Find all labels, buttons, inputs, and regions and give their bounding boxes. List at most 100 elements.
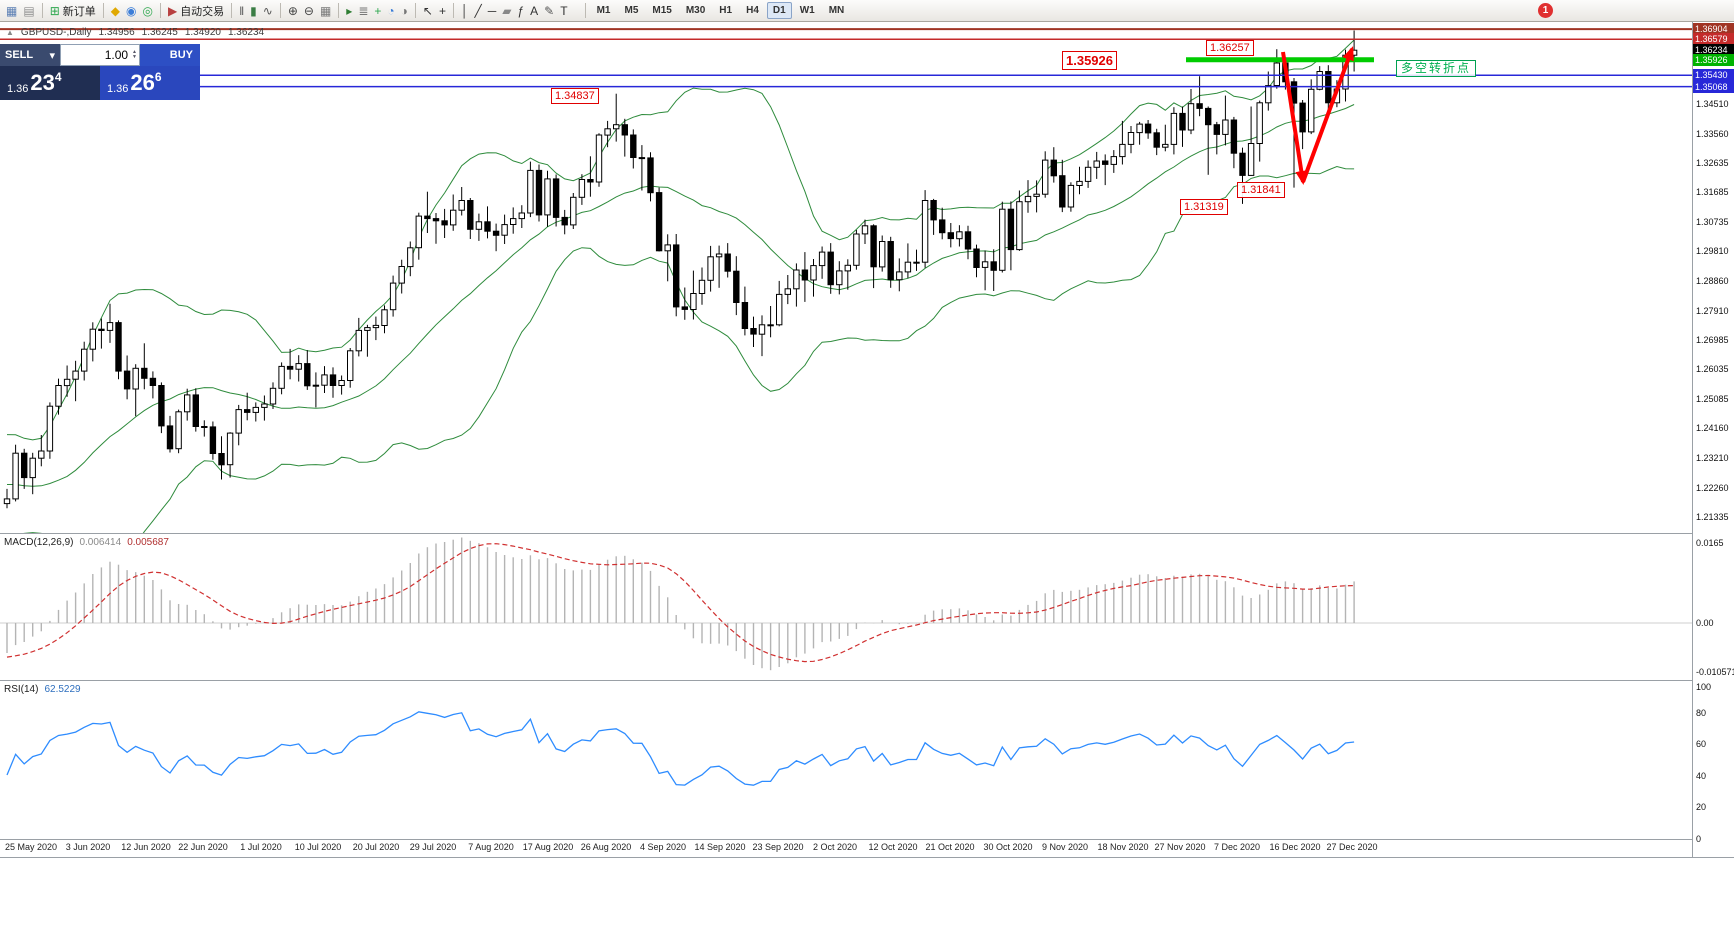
chart-shift-icon[interactable]: ≣ xyxy=(355,2,371,20)
periods-icon: ◔ xyxy=(387,3,395,18)
new-chart-icon[interactable]: ▦ xyxy=(3,2,20,20)
date-tick: 12 Oct 2020 xyxy=(868,842,918,852)
chevron-down-icon[interactable]: ▾ xyxy=(49,49,55,62)
ohlc-open: 1.34956 xyxy=(98,27,135,38)
zoom-in-icon[interactable]: ⊕ xyxy=(285,2,301,20)
price-chart-pane[interactable] xyxy=(0,22,1692,533)
date-tick: 29 Jul 2020 xyxy=(409,842,457,852)
lot-spinner[interactable]: ▲ ▼ xyxy=(130,50,139,60)
text-icon: A xyxy=(530,3,539,18)
date-tick: 21 Oct 2020 xyxy=(925,842,975,852)
date-tick: 3 Jun 2020 xyxy=(65,842,111,852)
buy-header[interactable]: BUY xyxy=(140,44,200,66)
notification-badge[interactable]: 1 xyxy=(1538,3,1553,18)
pane-splitter[interactable] xyxy=(0,533,1734,534)
price-tick: 1.24160 xyxy=(1696,423,1729,433)
periods-icon[interactable]: ◔ xyxy=(384,2,397,20)
profiles-icon[interactable]: ▤ xyxy=(20,2,37,20)
metaeditor-icon: ◆ xyxy=(110,3,120,18)
auto-scroll-icon[interactable]: ▸ xyxy=(343,2,355,20)
macd-scale-max: 0.0165 xyxy=(1696,538,1724,548)
market-icon[interactable]: ◎ xyxy=(139,2,155,20)
price-tick: 1.27910 xyxy=(1696,306,1729,316)
timeframe-h4[interactable]: H4 xyxy=(746,5,759,16)
cursor-icon[interactable]: ↖ xyxy=(420,2,436,20)
metaeditor-icon[interactable]: ◆ xyxy=(108,2,123,20)
bar-chart-icon[interactable]: ‖ xyxy=(236,2,247,20)
ask-price-pip: 6 xyxy=(154,70,162,84)
line-chart-icon[interactable]: ∿ xyxy=(260,2,276,20)
date-tick: 22 Jun 2020 xyxy=(178,842,228,852)
timeframe-d1[interactable]: D1 xyxy=(766,2,792,19)
timeframe-h1[interactable]: H1 xyxy=(719,5,733,16)
sell-dropdown[interactable]: SELL ▾ xyxy=(0,44,60,66)
macd-scale-zero: 0.00 xyxy=(1696,618,1714,628)
macd-indicator-pane[interactable]: MACD(12,26,9) 0.006414 0.005687 xyxy=(0,534,1692,680)
lot-value[interactable]: 1.00 xyxy=(104,48,129,62)
rsi-title: RSI(14) xyxy=(4,684,39,695)
crosshair-icon[interactable]: + xyxy=(436,2,449,20)
trendline-icon[interactable]: ╱ xyxy=(471,2,484,20)
community-icon[interactable]: ◉ xyxy=(123,2,139,20)
autotrade-button[interactable]: ▶ 自动交易 xyxy=(165,2,227,20)
trend-arrow xyxy=(1281,51,1308,185)
timeframe-w1[interactable]: W1 xyxy=(799,5,815,16)
vertical-line-icon[interactable]: │ xyxy=(458,2,472,20)
buy-button[interactable]: 1.36 26 6 xyxy=(100,66,200,100)
timeframe-m30[interactable]: M30 xyxy=(685,5,706,16)
zoom-in-icon: ⊕ xyxy=(287,3,298,18)
label-icon[interactable]: ✎ xyxy=(541,2,557,20)
crosshair-icon: + xyxy=(438,3,446,18)
text-icon[interactable]: A xyxy=(527,2,541,20)
time-axis[interactable]: 25 May 2020 3 Jun 2020 12 Jun 2020 22 Jun 2… xyxy=(0,841,1692,856)
horizontal-line-icon[interactable]: ─ xyxy=(485,2,500,20)
new-order-button[interactable]: ⊞ 新订单 xyxy=(47,2,99,20)
toolbar-separator xyxy=(159,3,161,18)
tile-windows-icon[interactable]: ▦ xyxy=(317,2,334,20)
templates-icon: ◑ xyxy=(400,3,408,18)
ohlc-high: 1.36245 xyxy=(141,27,178,38)
timeframe-mn[interactable]: MN xyxy=(828,5,845,16)
price-scale[interactable]: 1.34510 1.33560 1.32635 1.31685 1.30735 1.298… xyxy=(1692,22,1734,857)
macd-scale-min: -0.010571 xyxy=(1696,667,1734,677)
rsi-indicator-pane[interactable]: RSI(14) 62.5229 xyxy=(0,681,1692,839)
candlestick-series xyxy=(3,30,1358,509)
trendline-icon: ╱ xyxy=(474,3,482,18)
spinner-up-icon[interactable]: ▲ xyxy=(132,49,137,55)
lot-size-input[interactable]: 1.00 ▲ ▼ xyxy=(60,44,140,66)
arrows-tool-icon[interactable]: T xyxy=(557,2,570,20)
sell-button[interactable]: 1.36 23 4 xyxy=(0,66,100,100)
sell-label: SELL xyxy=(5,49,34,61)
date-tick: 1 Jul 2020 xyxy=(240,842,282,852)
price-tick: 1.25085 xyxy=(1696,394,1729,404)
fibonacci-icon[interactable]: ƒ xyxy=(514,2,527,20)
vertical-line-icon: │ xyxy=(460,3,469,18)
fibonacci-icon: ƒ xyxy=(517,3,525,18)
profiles-icon: ▤ xyxy=(23,3,35,18)
rsi-svg xyxy=(6,711,1355,786)
rsi-scale-tick: 20 xyxy=(1696,802,1707,812)
date-tick: 9 Nov 2020 xyxy=(1041,842,1089,852)
indicators-icon[interactable]: + xyxy=(371,2,384,20)
spinner-down-icon[interactable]: ▼ xyxy=(132,54,137,60)
cursor-icon: ↖ xyxy=(422,3,433,18)
date-tick: 26 Aug 2020 xyxy=(580,842,632,852)
pane-splitter[interactable] xyxy=(0,680,1734,681)
toolbar-separator xyxy=(338,3,340,18)
label-icon: ✎ xyxy=(544,3,555,18)
candlestick-icon[interactable]: ▮ xyxy=(247,2,260,20)
zoom-out-icon[interactable]: ⊖ xyxy=(301,2,317,20)
price-tick: 1.30735 xyxy=(1696,217,1729,227)
templates-icon[interactable]: ◑ xyxy=(398,2,411,20)
price-tick: 1.31685 xyxy=(1696,187,1729,197)
date-tick: 30 Oct 2020 xyxy=(983,842,1033,852)
scale-marker-blue-line-1: 1.35430 xyxy=(1693,69,1734,81)
ask-price-head: 1.36 xyxy=(107,83,129,95)
channel-icon[interactable]: ▰ xyxy=(499,2,514,20)
timeframe-m5[interactable]: M5 xyxy=(624,5,639,16)
timeframe-m1[interactable]: M1 xyxy=(596,5,611,16)
rsi-scale-tick: 80 xyxy=(1696,708,1707,718)
timeframe-m15[interactable]: M15 xyxy=(652,5,672,16)
date-tick: 20 Jul 2020 xyxy=(352,842,400,852)
scale-marker-green-line: 1.35926 xyxy=(1693,54,1734,66)
